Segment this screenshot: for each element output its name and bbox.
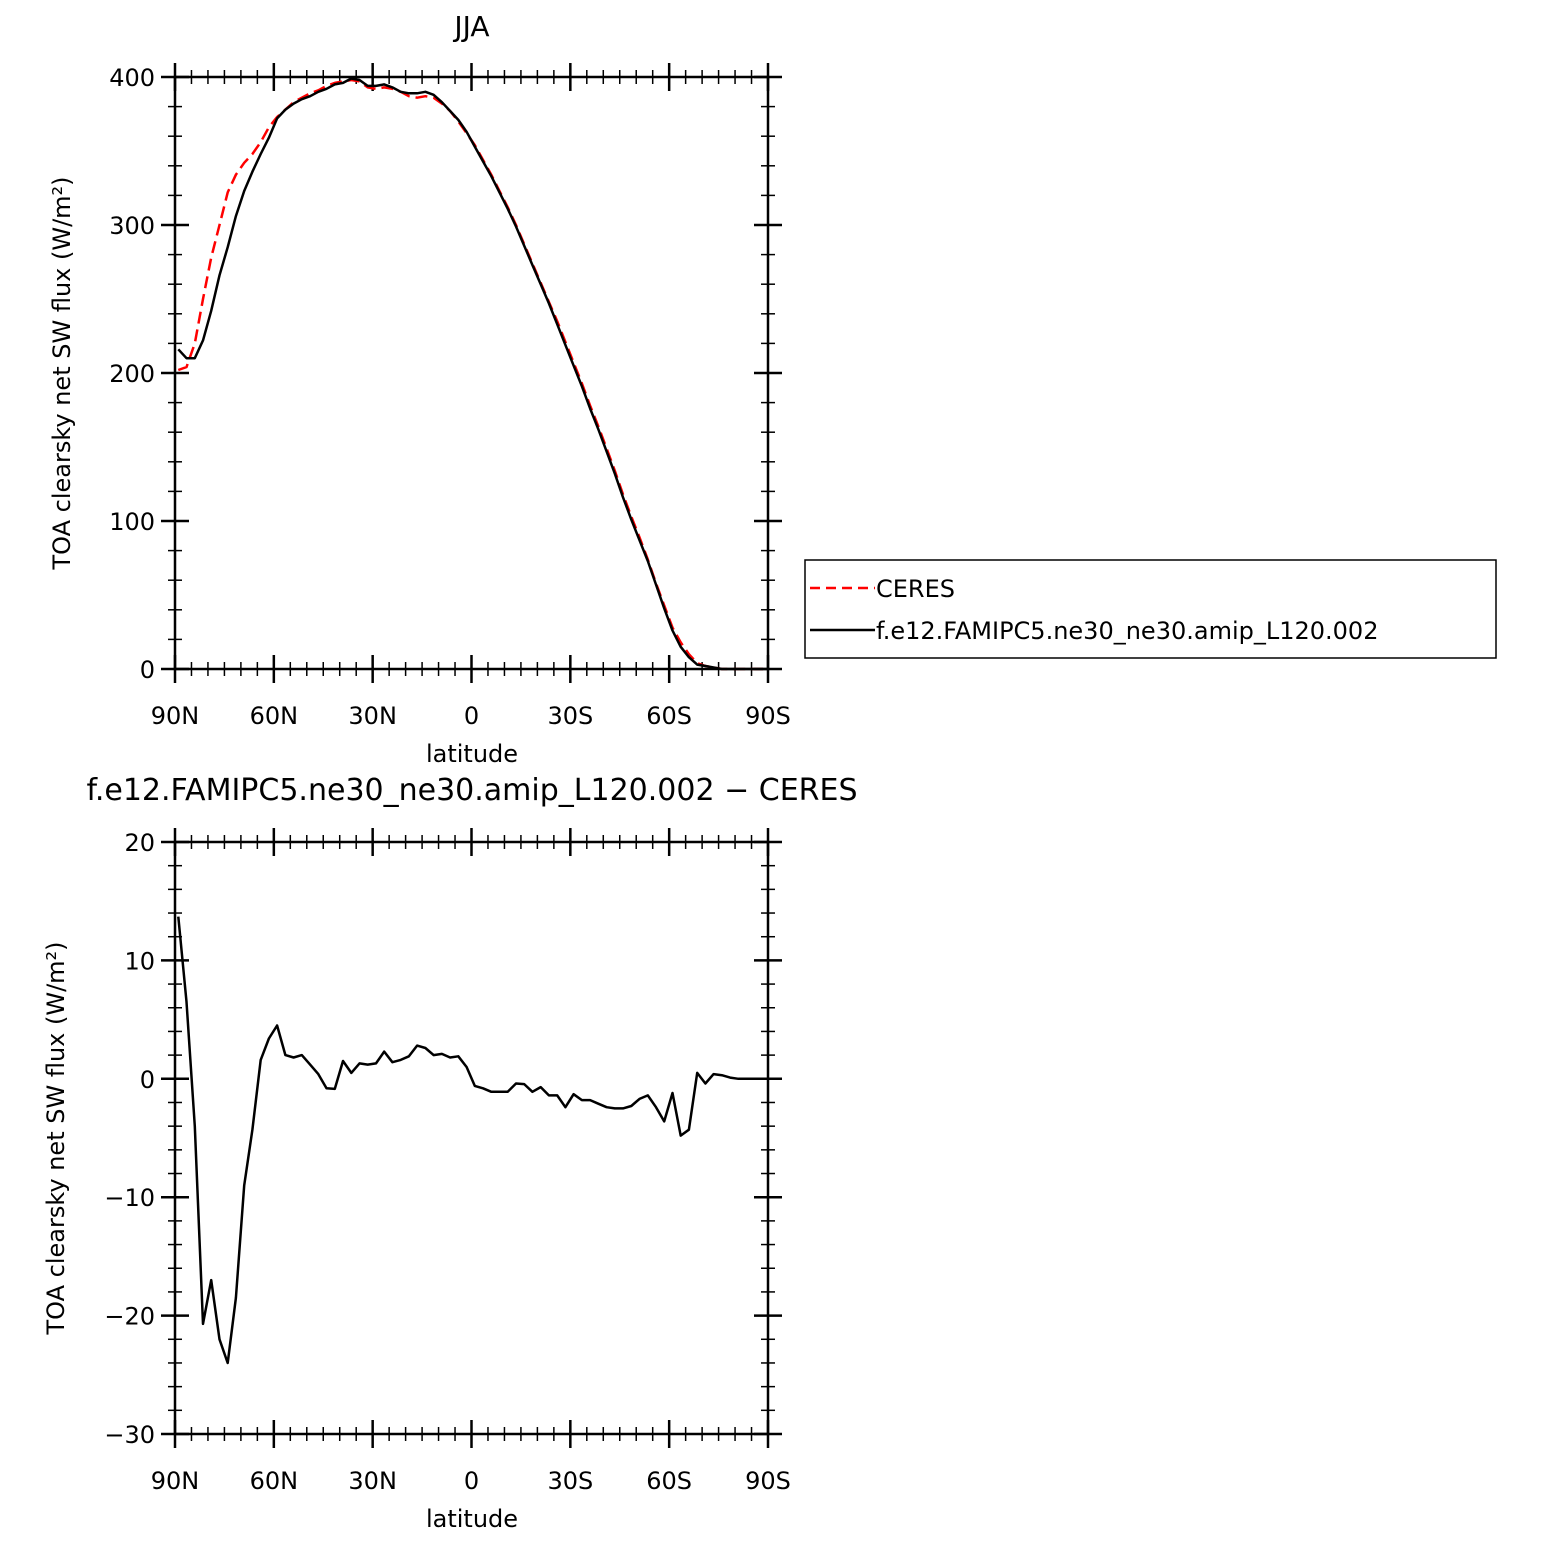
top-y-tick-label: 300 [109, 212, 155, 240]
top-x-tick-label: 90N [151, 702, 200, 730]
top-y-tick-label: 400 [109, 64, 155, 92]
top-panel: JJA 0 100 200 300 400 90N 60N 30N 0 30S 60S 90S lat… [48, 10, 791, 768]
top-tick-labels: 0 100 200 300 400 90N 60N 30N 0 30S 60S 90S [109, 64, 791, 730]
bottom-panel: f.e12.FAMIPC5.ne30_ne30.amip_L120.002 − … [42, 773, 858, 1533]
bottom-y-axis-label: TOA clearsky net SW flux (W/m²) [42, 941, 70, 1335]
bottom-x-tick-label: 60N [250, 1467, 299, 1495]
top-series-line-ceres [177, 78, 764, 671]
bottom-series-line-model [177, 916, 764, 1365]
top-y-axis-label: TOA clearsky net SW flux (W/m²) [48, 176, 76, 570]
bottom-y-tick-label: 0 [140, 1066, 155, 1094]
top-x-tick-label: 90S [745, 702, 791, 730]
bottom-tick-labels: −30 −20 −10 0 10 20 90N 60N 30N 0 30S 60S 90S [104, 829, 791, 1495]
top-chart-title: JJA [452, 10, 489, 43]
top-x-tick-label: 0 [464, 702, 479, 730]
bottom-x-tick-label: 60S [646, 1467, 692, 1495]
bottom-x-tick-label: 30N [348, 1467, 397, 1495]
bottom-y-tick-label: 20 [124, 829, 155, 857]
top-tick-layer [161, 63, 782, 683]
top-y-tick-label: 0 [140, 656, 155, 684]
top-x-tick-label: 30S [547, 702, 593, 730]
bottom-y-tick-label: −10 [104, 1184, 155, 1212]
bottom-y-tick-label: 10 [124, 947, 155, 975]
bottom-x-tick-label: 90S [745, 1467, 791, 1495]
bottom-y-tick-label: −30 [104, 1421, 155, 1449]
top-series-line-model [177, 77, 764, 671]
legend: CERES f.e12.FAMIPC5.ne30_ne30.amip_L120.… [804, 559, 1497, 659]
legend-box [804, 559, 1497, 659]
bottom-y-tick-label: −20 [104, 1303, 155, 1331]
top-x-tick-label: 60S [646, 702, 692, 730]
top-x-tick-label: 30N [348, 702, 397, 730]
top-series-layer [177, 77, 764, 671]
top-y-tick-label: 200 [109, 360, 155, 388]
bottom-tick-layer [161, 828, 782, 1448]
bottom-chart-title: f.e12.FAMIPC5.ne30_ne30.amip_L120.002 − … [86, 773, 857, 808]
top-plot-frame [173, 75, 770, 671]
legend-label-model: f.e12.FAMIPC5.ne30_ne30.amip_L120.002 [876, 617, 1378, 645]
bottom-plot-frame [173, 840, 770, 1436]
bottom-x-axis-label: latitude [426, 1505, 518, 1533]
top-x-tick-label: 60N [250, 702, 299, 730]
bottom-x-tick-label: 30S [547, 1467, 593, 1495]
bottom-x-tick-label: 0 [464, 1467, 479, 1495]
top-y-tick-label: 100 [109, 508, 155, 536]
bottom-x-tick-label: 90N [151, 1467, 200, 1495]
legend-label-ceres: CERES [876, 575, 955, 603]
top-x-axis-label: latitude [426, 740, 518, 768]
bottom-series-layer [177, 916, 764, 1365]
